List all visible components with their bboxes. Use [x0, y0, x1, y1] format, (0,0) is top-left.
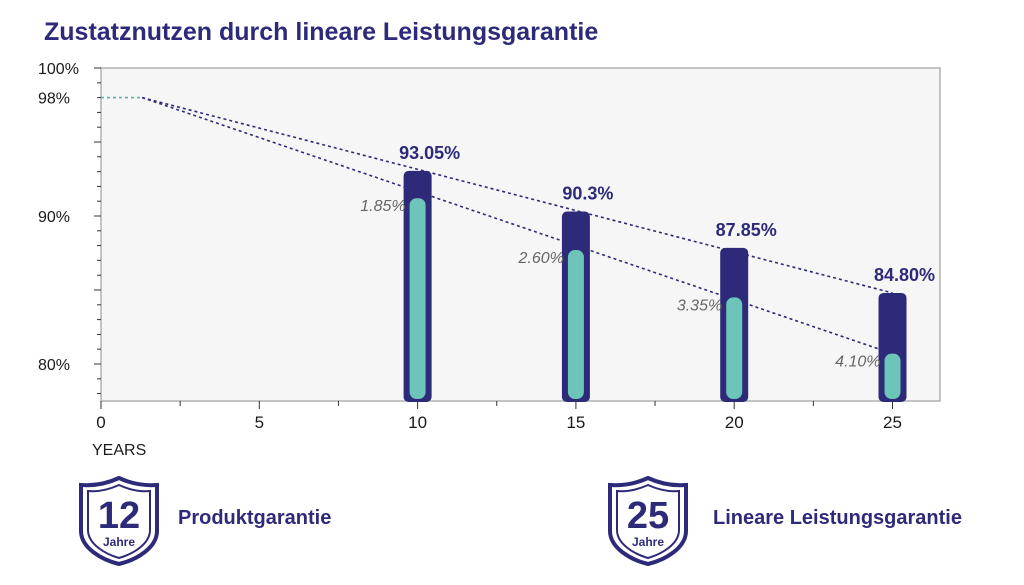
- bar-inner: [726, 297, 743, 399]
- bar-inner: [884, 353, 901, 399]
- badge-label: Produktgarantie: [178, 507, 332, 529]
- bar-inner: [409, 198, 426, 399]
- chart-title: Zustatznutzen durch lineare Leistungsgar…: [44, 18, 599, 46]
- badge-unit: Jahre: [103, 535, 135, 549]
- shield-icon: 25 Jahre: [608, 476, 688, 566]
- data-label: 84.80%: [874, 265, 935, 285]
- x-axis-label: YEARS: [92, 442, 146, 459]
- degradation-label: 1.85%: [360, 198, 405, 215]
- degradation-label: 2.60%: [518, 250, 564, 267]
- y-tick-label: 80%: [38, 357, 70, 374]
- trend-line: [141, 96, 893, 355]
- y-tick-label: 98%: [38, 91, 70, 108]
- x-tick-label: 10: [408, 413, 427, 432]
- data-label: 90.3%: [562, 184, 613, 204]
- x-tick-label: 0: [96, 413, 105, 432]
- badge-number: 12: [98, 495, 140, 537]
- y-tick-label: 90%: [38, 209, 70, 226]
- data-label: 87.85%: [716, 220, 777, 240]
- degradation-label: 4.10%: [835, 354, 880, 371]
- x-tick-label: 20: [725, 413, 744, 432]
- bar-chart: 100% 98% 90% 80% 0 5 10 15 20 25 93.05% 1.85% 90.3…: [38, 61, 941, 459]
- degradation-label: 3.35%: [677, 297, 722, 314]
- x-tick-label: 5: [255, 413, 264, 432]
- data-label: 93.05%: [399, 143, 460, 163]
- shield-icon: 12 Jahre: [79, 476, 159, 566]
- bar-inner: [567, 250, 584, 399]
- x-tick-label: 25: [883, 413, 902, 432]
- badge-unit: Jahre: [632, 535, 664, 549]
- y-tick-label: 100%: [38, 61, 79, 78]
- plot-area: [100, 67, 941, 402]
- badge-number: 25: [627, 495, 669, 537]
- x-tick-label: 15: [566, 413, 585, 432]
- badge-label: Lineare Leistungsgarantie: [713, 507, 962, 529]
